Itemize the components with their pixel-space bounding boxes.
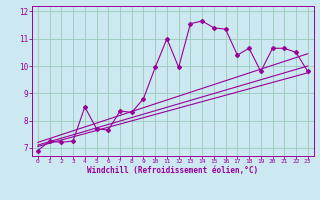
X-axis label: Windchill (Refroidissement éolien,°C): Windchill (Refroidissement éolien,°C) [87, 166, 258, 175]
